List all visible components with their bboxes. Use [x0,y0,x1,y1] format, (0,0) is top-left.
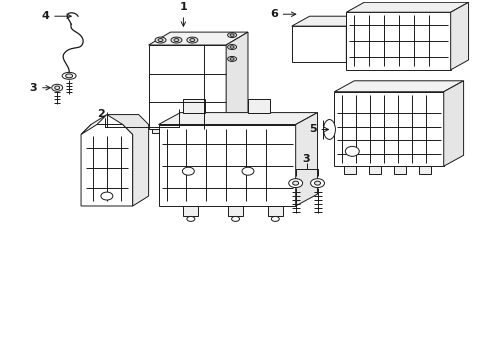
Text: 1: 1 [179,2,187,26]
Ellipse shape [174,39,179,41]
Polygon shape [159,125,295,206]
Ellipse shape [187,37,198,43]
Polygon shape [346,12,451,70]
Polygon shape [346,2,468,12]
Polygon shape [419,166,431,174]
Ellipse shape [228,45,237,49]
Ellipse shape [232,216,240,221]
Ellipse shape [230,46,234,48]
Polygon shape [335,92,444,166]
Text: 5: 5 [309,125,329,135]
Ellipse shape [62,72,76,79]
Polygon shape [369,166,381,174]
Ellipse shape [289,179,303,188]
Ellipse shape [171,37,182,43]
Polygon shape [335,81,464,92]
Polygon shape [151,130,223,134]
Polygon shape [226,32,248,130]
Ellipse shape [228,33,237,37]
Ellipse shape [155,37,166,43]
Text: 3: 3 [29,83,50,93]
Polygon shape [248,99,270,113]
Ellipse shape [101,192,113,200]
Ellipse shape [55,86,60,90]
Ellipse shape [228,57,237,62]
Ellipse shape [158,39,163,41]
Text: 3: 3 [303,154,311,164]
Polygon shape [292,26,346,62]
Ellipse shape [293,181,299,185]
Ellipse shape [190,39,195,41]
Polygon shape [292,16,364,26]
Polygon shape [81,125,133,206]
Ellipse shape [230,34,234,36]
Ellipse shape [242,167,254,175]
Ellipse shape [182,167,195,175]
Ellipse shape [52,84,63,91]
Polygon shape [268,206,283,216]
Ellipse shape [315,181,320,185]
Text: 4: 4 [41,11,71,21]
Polygon shape [183,99,205,113]
Polygon shape [346,16,364,62]
Polygon shape [394,166,406,174]
Polygon shape [148,32,248,45]
Ellipse shape [230,58,234,60]
Ellipse shape [66,74,73,78]
Polygon shape [451,2,468,70]
Ellipse shape [187,216,195,221]
Polygon shape [444,81,464,166]
Polygon shape [148,45,226,130]
Polygon shape [183,206,198,216]
Polygon shape [344,166,356,174]
Ellipse shape [323,120,336,139]
Ellipse shape [271,216,279,221]
Polygon shape [295,113,318,206]
Ellipse shape [345,147,359,156]
Text: 6: 6 [270,9,296,19]
Polygon shape [107,114,148,206]
Text: 2: 2 [97,109,105,118]
Ellipse shape [311,179,324,188]
Polygon shape [228,206,243,216]
Polygon shape [81,114,107,134]
Polygon shape [159,113,318,125]
